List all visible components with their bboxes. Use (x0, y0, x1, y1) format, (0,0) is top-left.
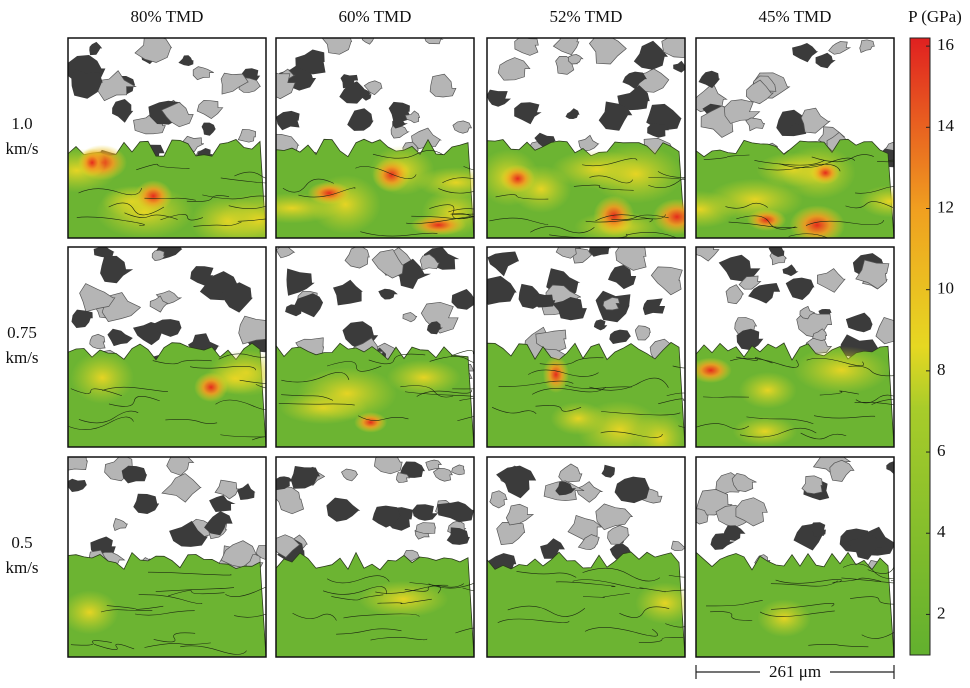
row-unit: km/s (5, 558, 38, 577)
column-header: 60% TMD (339, 7, 412, 26)
column-header: 80% TMD (131, 7, 204, 26)
column-header: 52% TMD (550, 7, 623, 26)
colorbar-tick-label: 8 (937, 360, 946, 379)
figure: P (GPa) 261 μm 80% TMD 60% TMD 52% TMD 45% … (0, 0, 970, 688)
colorbar-tick-label: 12 (937, 197, 954, 216)
panel (686, 240, 943, 447)
colorbar-tick-label: 16 (937, 35, 954, 54)
panel (478, 31, 730, 243)
scale-bar-label: 261 μm (769, 662, 821, 681)
colorbar-tick-label: 10 (937, 279, 954, 298)
row-speed: 0.5 (11, 533, 32, 552)
panels (36, 28, 956, 657)
scale-bar: 261 μm (696, 662, 894, 682)
panel (688, 450, 948, 657)
colorbar (910, 38, 930, 655)
colorbar-tick-label: 4 (937, 522, 946, 541)
panel (36, 36, 299, 247)
column-header: 45% TMD (759, 7, 832, 26)
row-speed: 1.0 (11, 114, 32, 133)
colorbar-label: P (GPa) (908, 7, 962, 26)
colorbar-tick-label: 6 (937, 441, 946, 460)
panel (244, 28, 516, 238)
colorbar-tick-label: 14 (937, 116, 955, 135)
row-unit: km/s (5, 348, 38, 367)
row-unit: km/s (5, 139, 38, 158)
colorbar-tick-label: 2 (937, 603, 946, 622)
panel (56, 448, 291, 657)
row-speed: 0.75 (7, 323, 37, 342)
